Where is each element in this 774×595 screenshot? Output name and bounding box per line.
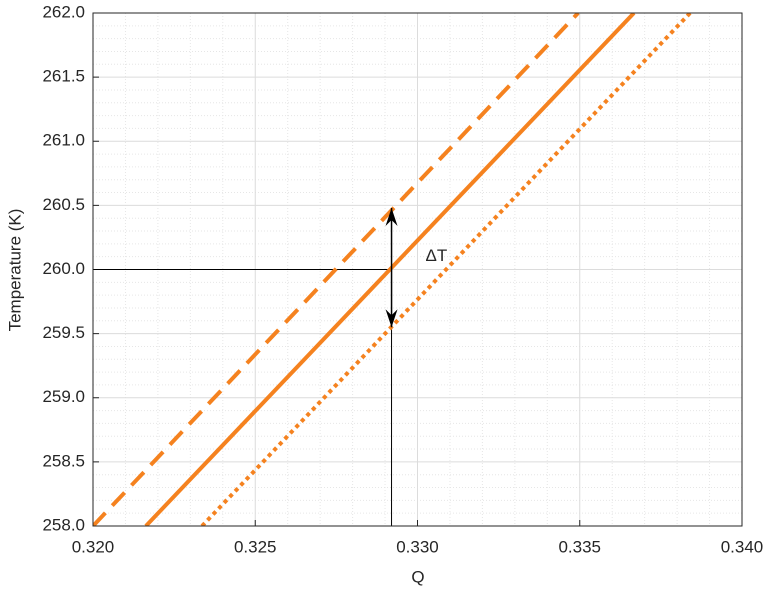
y-tick-label: 259.5	[42, 323, 85, 342]
y-tick-label: 260.0	[42, 259, 85, 278]
y-tick-label: 262.0	[42, 2, 85, 21]
x-tick-label: 0.330	[396, 537, 439, 556]
x-tick-label: 0.340	[721, 537, 764, 556]
arrow-head	[385, 309, 398, 328]
x-axis-label: Q	[411, 567, 424, 586]
x-tick-label: 0.325	[234, 537, 277, 556]
y-tick-label: 260.5	[42, 195, 85, 214]
y-tick-label: 258.5	[42, 451, 85, 470]
plot-frame	[92, 12, 743, 527]
series-line	[93, 13, 580, 526]
series-line	[144, 13, 636, 526]
x-tick-label: 0.320	[72, 537, 115, 556]
y-tick-label: 261.0	[42, 131, 85, 150]
arrow-head	[385, 207, 398, 226]
y-tick-label: 259.0	[42, 387, 85, 406]
annotation: ΔT	[426, 246, 448, 265]
y-tick-label: 261.5	[42, 67, 85, 86]
x-tick-label: 0.335	[558, 537, 601, 556]
y-tick-label: 258.0	[42, 515, 85, 534]
series-line	[200, 13, 692, 526]
y-axis-label: Temperature (K)	[5, 209, 24, 332]
